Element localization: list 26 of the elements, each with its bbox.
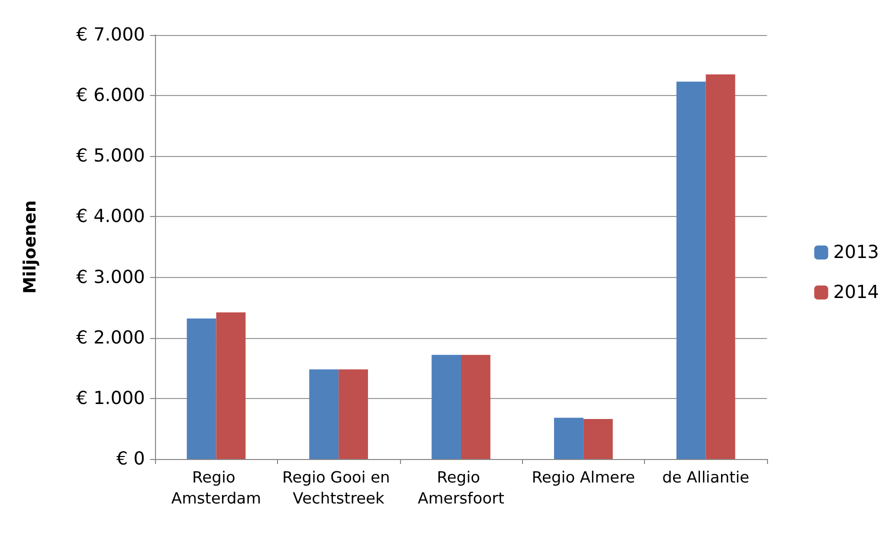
x-tick-label: Regio Amsterdam (171, 468, 262, 508)
y-axis-title: Miljoenen (20, 200, 40, 294)
legend-label: 2013 (833, 242, 880, 263)
y-tick-label: € 1.000 (76, 388, 145, 409)
bar (706, 74, 736, 459)
bar (338, 369, 368, 459)
y-tick-label: € 6.000 (76, 85, 145, 106)
y-tick-label: € 4.000 (76, 206, 145, 228)
bar (186, 318, 216, 459)
y-tick-label: € 3.000 (76, 266, 145, 288)
bar (554, 418, 584, 459)
bar (461, 354, 490, 459)
x-tick-label: de Alliantie (662, 468, 750, 486)
bar (432, 354, 461, 459)
bar (583, 419, 613, 459)
y-tick-label: € 7.000 (76, 24, 145, 46)
x-tick-label: Regio Amersfoort (418, 468, 504, 508)
y-tick-label: € 5.000 (76, 146, 145, 167)
y-tick-label: € 2.000 (76, 327, 145, 348)
x-tick-label: Regio Gooi en Vechtstreek (282, 468, 395, 508)
bar (309, 369, 339, 459)
bar (216, 312, 246, 459)
y-tick-label: € 0 (116, 448, 145, 470)
x-tick-label: Regio Almere (532, 468, 636, 486)
bar (676, 82, 706, 459)
legend-label: 2014 (833, 282, 880, 303)
